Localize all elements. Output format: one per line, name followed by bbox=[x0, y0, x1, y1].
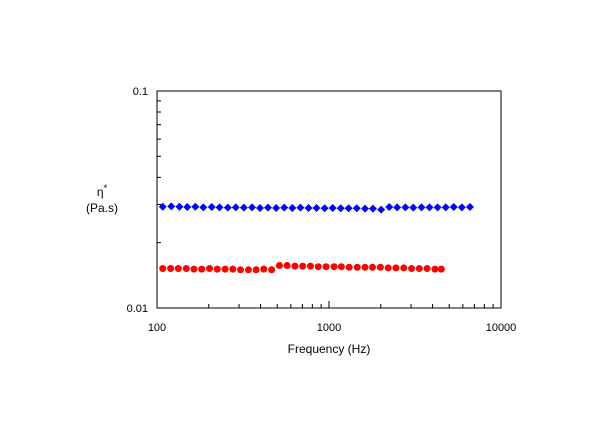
data-point bbox=[272, 203, 281, 212]
data-point bbox=[393, 203, 402, 212]
data-point bbox=[449, 203, 458, 212]
data-point bbox=[345, 263, 353, 271]
data-point bbox=[376, 263, 384, 271]
data-point bbox=[344, 204, 353, 213]
data-point bbox=[191, 202, 200, 211]
data-point bbox=[314, 263, 322, 271]
data-point bbox=[392, 264, 400, 272]
data-point bbox=[417, 203, 426, 212]
data-point bbox=[213, 265, 221, 273]
data-point bbox=[337, 263, 345, 271]
data-point bbox=[431, 265, 439, 273]
data-point bbox=[198, 265, 206, 273]
data-point bbox=[328, 203, 337, 212]
data-point bbox=[244, 266, 252, 274]
data-point bbox=[207, 203, 216, 212]
data-point bbox=[312, 203, 321, 212]
series-1 bbox=[158, 202, 474, 214]
data-point bbox=[174, 265, 182, 273]
data-point bbox=[229, 265, 237, 273]
data-point bbox=[441, 203, 450, 212]
data-point bbox=[457, 203, 466, 212]
data-point bbox=[352, 204, 361, 213]
data-point bbox=[415, 265, 423, 273]
data-point bbox=[275, 261, 283, 269]
data-point bbox=[221, 265, 229, 273]
data-point bbox=[409, 203, 418, 212]
series-layer bbox=[158, 202, 474, 274]
plot-area-frame bbox=[156, 90, 502, 309]
data-point bbox=[183, 203, 192, 212]
data-point bbox=[330, 263, 338, 271]
data-point bbox=[167, 202, 176, 211]
data-point bbox=[368, 263, 376, 271]
data-point bbox=[252, 266, 260, 274]
x-tick-label: 10000 bbox=[486, 322, 517, 334]
data-point bbox=[223, 203, 232, 212]
data-point bbox=[437, 265, 445, 273]
series-2 bbox=[159, 261, 445, 274]
data-point bbox=[283, 261, 291, 269]
y-tick-label: 0.1 bbox=[133, 86, 148, 98]
data-point bbox=[268, 266, 276, 274]
data-point bbox=[336, 204, 345, 213]
data-point bbox=[167, 265, 175, 273]
x-tick-label: 100 bbox=[148, 322, 166, 334]
data-point bbox=[291, 262, 299, 270]
data-point bbox=[306, 262, 314, 270]
data-point bbox=[320, 204, 329, 213]
x-axis-ticks bbox=[156, 301, 494, 308]
data-point bbox=[264, 203, 273, 212]
data-point bbox=[425, 203, 434, 212]
data-point bbox=[248, 203, 257, 212]
y-axis-title-unit: (Pa.s) bbox=[86, 201, 118, 215]
data-point bbox=[237, 266, 245, 274]
y-axis-tick-labels: 0.01 0.1 bbox=[127, 86, 148, 315]
x-axis-title: Frequency (Hz) bbox=[288, 342, 371, 356]
data-point bbox=[385, 203, 394, 212]
y-axis-symbol-superscript: * bbox=[104, 183, 108, 193]
data-point bbox=[159, 265, 167, 273]
data-point bbox=[361, 263, 369, 271]
data-point bbox=[353, 263, 361, 271]
data-point bbox=[408, 265, 416, 273]
y-axis-title-symbol: η* bbox=[97, 183, 108, 199]
data-point bbox=[377, 205, 386, 214]
x-axis-tick-labels: 100 1000 10000 bbox=[148, 322, 516, 334]
data-point bbox=[190, 265, 198, 273]
data-point bbox=[239, 203, 248, 212]
data-point bbox=[260, 265, 268, 273]
data-point bbox=[361, 204, 370, 213]
data-point bbox=[231, 203, 240, 212]
y-tick-label: 0.01 bbox=[127, 303, 148, 315]
y-axis-ticks bbox=[157, 100, 164, 309]
data-point bbox=[206, 265, 214, 273]
data-point bbox=[400, 264, 408, 272]
data-point bbox=[322, 263, 330, 271]
data-point bbox=[215, 203, 224, 212]
data-point bbox=[423, 265, 431, 273]
data-point bbox=[175, 202, 184, 211]
y-axis-symbol: η bbox=[97, 185, 104, 199]
data-point bbox=[304, 203, 313, 212]
data-point bbox=[368, 204, 377, 213]
data-point bbox=[299, 262, 307, 270]
data-point bbox=[280, 203, 289, 212]
data-point bbox=[465, 203, 474, 212]
data-point bbox=[182, 265, 190, 273]
data-point bbox=[433, 203, 442, 212]
x-tick-label: 1000 bbox=[317, 322, 341, 334]
data-point bbox=[401, 203, 410, 212]
data-point bbox=[288, 203, 297, 212]
data-point bbox=[255, 203, 264, 212]
data-point bbox=[296, 203, 305, 212]
data-point bbox=[158, 202, 167, 211]
data-point bbox=[199, 203, 208, 212]
data-point bbox=[384, 264, 392, 272]
